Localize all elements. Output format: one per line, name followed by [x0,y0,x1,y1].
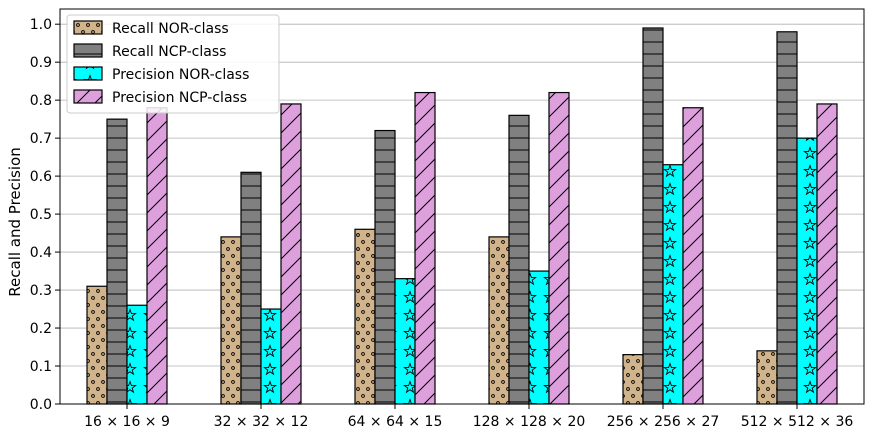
y-tick-label: 0.5 [30,207,52,223]
bar [642,27,664,405]
bar [220,236,242,405]
bar [394,278,416,405]
bar [106,118,128,405]
bar [622,354,644,405]
y-tick-label: 0.2 [30,321,52,337]
y-tick-label: 0.8 [30,93,52,109]
legend-item: Precision NCP-class [73,89,247,106]
bar [280,103,302,405]
y-tick-label: 0.1 [30,359,52,375]
bar-hatch [662,164,684,405]
bar [260,308,282,405]
bar [126,304,148,405]
bar [508,114,530,405]
bar-hatch [642,27,664,405]
bar [374,129,396,405]
legend-item: Precision NOR-class [73,66,249,83]
bar [146,107,168,405]
bar [488,236,510,405]
bar-hatch [220,236,242,405]
legend-frame [66,14,280,114]
legend-label: Recall NOR-class [112,21,229,37]
bar-hatch [260,308,282,405]
bar-hatch [374,129,396,405]
bar [816,103,838,405]
legend-label: Recall NCP-class [112,44,226,60]
y-tick-label: 0.0 [30,397,52,413]
bar [756,350,778,405]
bars [86,27,838,405]
x-tick-label: 256 × 256 × 27 [607,414,720,430]
legend-item: Recall NOR-class [73,20,229,37]
bar [414,91,436,405]
bar-hatch [126,304,148,405]
legend-swatch [73,43,103,58]
y-tick-label: 0.6 [30,169,52,185]
bar [354,228,376,405]
bar [682,107,704,405]
bar [86,285,108,405]
bar [240,171,262,405]
plot-frame [59,8,865,405]
bar-hatch [756,350,778,405]
bar [796,137,818,405]
bar-hatch [776,31,798,405]
bar-hatch [414,91,436,405]
y-tick-label: 0.9 [30,55,52,71]
x-tick-label: 128 × 128 × 20 [473,414,586,430]
legend-swatch [73,20,103,35]
legend: Recall NOR-class Recall NCP-class Precisio… [66,14,280,114]
bar-hatch [394,278,416,405]
legend-label: Precision NCP-class [112,90,247,106]
bar-hatch [508,114,530,405]
bar [528,270,550,405]
bar-hatch [622,354,644,405]
legend-label: Precision NOR-class [112,67,249,83]
bar-hatch [106,118,128,405]
bar-hatch [240,171,262,405]
x-tick-label: 64 × 64 × 15 [348,414,443,430]
bar-hatch [528,270,550,405]
legend-item: Recall NCP-class [73,43,226,60]
bar-hatch [816,103,838,405]
x-tick-label: 16 × 16 × 9 [84,414,170,430]
bar [662,164,684,405]
axes: 0.0 0.1 0.2 0.3 0.4 0.5 0.6 0.7 0.8 0.9 1.0 16 × 16… [30,8,865,430]
bar-hatch [280,103,302,405]
bar [776,31,798,405]
y-tick-label: 0.4 [30,245,52,261]
x-tick-label: 512 × 512 × 36 [741,414,854,430]
bar-hatch [682,107,704,405]
x-tick-label: 32 × 32 × 12 [214,414,309,430]
y-tick-label: 1.0 [30,17,52,33]
legend-swatch [73,89,103,104]
legend-swatch [73,66,103,81]
bar-hatch [86,285,108,405]
bar-hatch [146,107,168,405]
y-axis-label: Recall and Precision [6,147,24,296]
bar-hatch [548,91,570,405]
bar-hatch [488,236,510,405]
bar-hatch [796,137,818,405]
y-tick-label: 0.3 [30,283,52,299]
y-tick-label: 0.7 [30,131,52,147]
bar [548,91,570,405]
bar-hatch [354,228,376,405]
